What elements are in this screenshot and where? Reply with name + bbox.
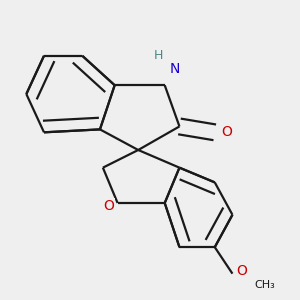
Text: O: O <box>221 125 232 139</box>
Text: O: O <box>236 264 247 278</box>
Text: N: N <box>170 62 180 76</box>
Text: O: O <box>103 199 114 213</box>
Text: H: H <box>154 49 164 62</box>
Text: CH₃: CH₃ <box>254 280 275 290</box>
